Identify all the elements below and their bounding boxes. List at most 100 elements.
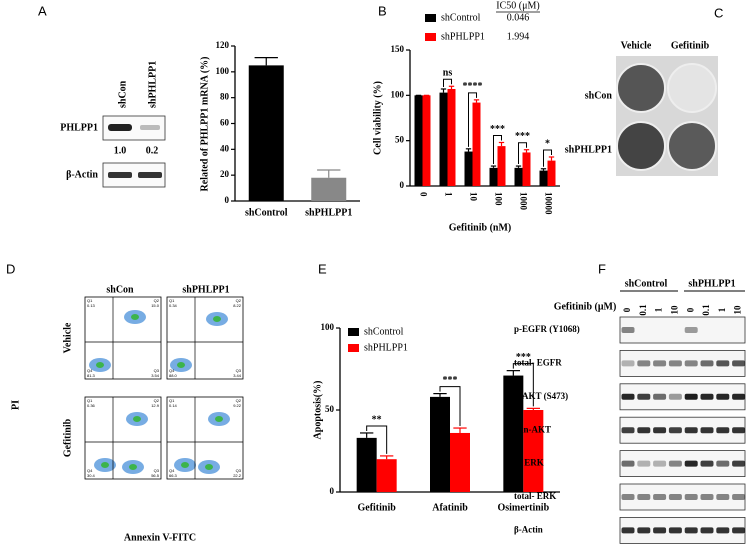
dose-label: 10 xyxy=(733,305,743,315)
blot-band xyxy=(637,427,651,434)
bar xyxy=(522,152,531,186)
axis-title: Gefitinib (nM) xyxy=(449,222,512,233)
panel-label: C xyxy=(714,5,723,20)
y-tick-label: 50 xyxy=(395,135,405,145)
legend-swatch xyxy=(425,14,436,22)
dose-label: 0 xyxy=(622,307,632,312)
quadrant-name: Q1 xyxy=(87,298,93,303)
significance-label: ns xyxy=(443,68,453,79)
lane-label: shCon xyxy=(117,80,128,108)
blot-band xyxy=(716,427,730,434)
blot-band xyxy=(621,327,635,333)
x-tick-label: shPHLPP1 xyxy=(305,207,352,218)
row-label: p-EGFR (Y1068) xyxy=(514,324,580,334)
blot-band xyxy=(700,494,714,500)
significance-label: ** xyxy=(372,414,382,425)
quadrant-name: Q1 xyxy=(169,398,175,403)
quadrant-value: 81.3 xyxy=(87,373,96,378)
blot-band xyxy=(700,527,714,534)
blot-band xyxy=(653,527,667,534)
significance-label: * xyxy=(545,138,550,149)
x-tick-label: Gefitinib xyxy=(357,502,396,513)
y-tick-label: 20 xyxy=(220,169,230,179)
y-tick-label: 40 xyxy=(220,143,230,153)
blot-band xyxy=(716,460,730,467)
row-label: β-Actin xyxy=(514,524,543,534)
row-label: shPHLPP1 xyxy=(565,144,612,155)
quadrant-value: 0.36 xyxy=(87,403,96,408)
y-tick-label: 0 xyxy=(400,180,405,190)
cell-core xyxy=(133,416,141,422)
significance-bracket xyxy=(543,149,552,167)
dose-label: 0 xyxy=(685,307,695,312)
blot-band xyxy=(637,460,651,467)
blot-band xyxy=(637,527,651,534)
significance-bracket xyxy=(468,92,477,147)
dose-label: 1 xyxy=(654,307,664,312)
dose-label: 0.1 xyxy=(701,304,711,316)
significance-bracket xyxy=(366,425,388,454)
axis-title: Annexin V-FITC xyxy=(124,532,196,543)
cell-core xyxy=(181,462,189,468)
panel-label: F xyxy=(598,261,606,276)
blot-band xyxy=(621,527,635,534)
blot-frame xyxy=(619,316,746,344)
bar xyxy=(503,375,524,492)
blot-band xyxy=(140,125,160,130)
bar xyxy=(430,396,450,492)
group-label: shPHLPP1 xyxy=(688,278,735,289)
axis-title: PI xyxy=(10,400,21,410)
y-tick-label: 50 xyxy=(325,404,335,414)
significance-bracket xyxy=(518,142,527,165)
row-label: pan-AKT xyxy=(514,424,551,434)
dose-label: 0.1 xyxy=(638,304,648,316)
blot-band xyxy=(684,360,698,367)
legend-swatch xyxy=(348,344,359,352)
x-tick-label: shControl xyxy=(245,207,288,218)
bar xyxy=(447,88,456,186)
panel-label: E xyxy=(318,261,327,276)
blot-band xyxy=(732,427,746,434)
quadrant-name: Q4 xyxy=(87,468,93,473)
legend-label: shPHLPP1 xyxy=(364,342,408,353)
blot-band xyxy=(668,427,682,434)
blot-band xyxy=(732,360,746,367)
cell-core xyxy=(101,462,109,468)
quadrant-value: 66.3 xyxy=(169,473,178,478)
blot-band xyxy=(700,460,714,467)
x-tick-label: 1000 xyxy=(518,192,528,211)
significance-label: *** xyxy=(516,352,531,363)
quadrant-name: Q2 xyxy=(236,398,242,403)
y-tick-label: 120 xyxy=(216,40,230,50)
plate xyxy=(667,63,717,113)
significance-bracket xyxy=(443,78,452,87)
blot-band xyxy=(668,393,682,400)
y-tick-label: 0 xyxy=(225,195,230,205)
y-tick-label: 100 xyxy=(216,66,230,76)
blot-band xyxy=(700,360,714,367)
bar xyxy=(489,167,498,186)
quadrant-value: 8.22 xyxy=(233,303,242,308)
significance-label: **** xyxy=(463,81,483,92)
ic50-value: 0.046 xyxy=(507,12,530,23)
row-label: Vehicle xyxy=(62,322,73,353)
ratio-label: 1.0 xyxy=(114,145,127,156)
bar xyxy=(376,459,397,492)
dose-label: 1 xyxy=(717,307,727,312)
blot-band xyxy=(668,527,682,534)
blot-band xyxy=(716,527,730,534)
blot-band xyxy=(637,393,651,400)
colony-image xyxy=(616,56,718,176)
quadrant-name: Q4 xyxy=(87,368,93,373)
cell-core xyxy=(205,464,213,470)
quadrant-value: 3.44 xyxy=(233,373,242,378)
quadrant-name: Q4 xyxy=(169,468,175,473)
quadrant-name: Q3 xyxy=(236,468,242,473)
cell-core xyxy=(215,416,223,422)
column-label: shCon xyxy=(106,284,134,295)
blot-band xyxy=(637,360,651,367)
column-label: Gefitinib xyxy=(671,40,710,51)
quadrant-value: 0.14 xyxy=(169,403,178,408)
blot-band xyxy=(684,327,698,333)
plate xyxy=(667,121,717,171)
